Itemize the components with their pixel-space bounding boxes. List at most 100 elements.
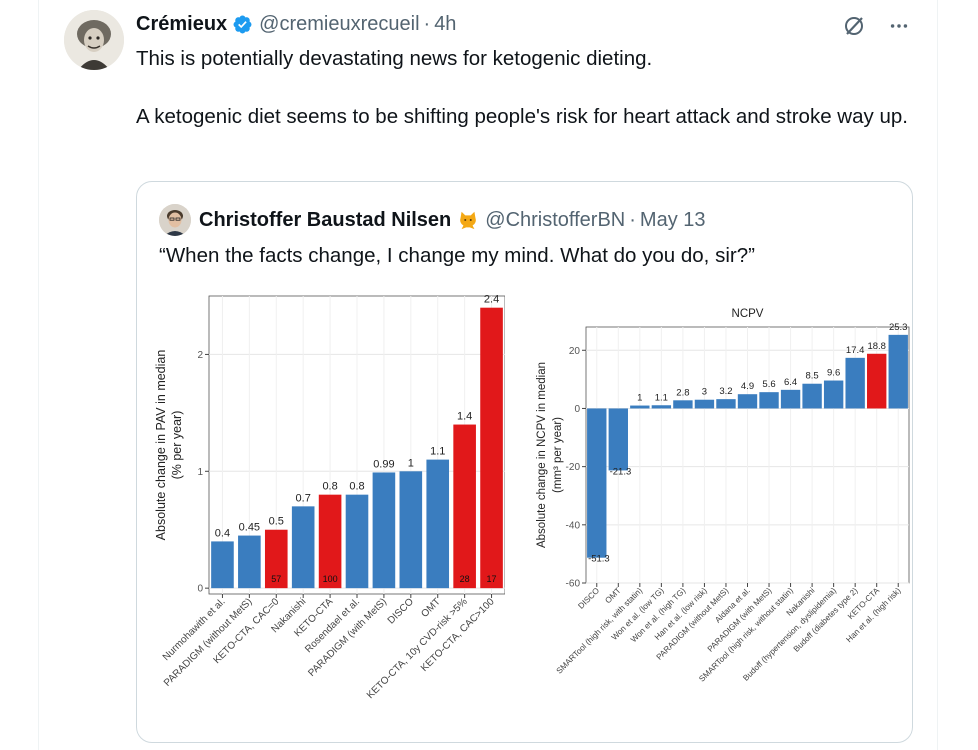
ncpv-value-label: 1.1 — [655, 392, 668, 403]
pav-bar-inner-label: 17 — [487, 574, 497, 584]
pav-bar-chart[interactable]: 0.4 0.45 0.5 57 0.7 0.8 100 0.8 0.99 1 1.1 1.4 28 2.4… — [139, 294, 505, 740]
quoted-tweet-header: Christoffer Baustad Nilsen @ChristofferB… — [159, 204, 706, 236]
ncpv-ytick-label: -40 — [566, 520, 581, 531]
ncpv-bar-nakanishi — [802, 383, 822, 409]
author-name[interactable]: Crémieux — [136, 12, 228, 35]
pav-value-label: 1.4 — [457, 411, 472, 423]
pav-y-axis: 0 1 2 — [197, 350, 209, 595]
ncpv-bar-chart[interactable]: NCPV -51.3 -21.3 1 1.1 2.8 3 3.2 4.9 5.6 6.4 8.5 9.… — [523, 294, 910, 740]
pav-bar-rosendael-et-al — [345, 494, 369, 589]
ncpv-bar-won-et-al-high-tg — [673, 400, 693, 409]
quoted-header-separator: · — [629, 208, 636, 231]
ncpv-bar-han-et-al-high-risk — [888, 334, 908, 409]
pav-bar-keto-cta-10y-cvd-risk-5 — [453, 424, 476, 589]
cat-emoji-icon — [457, 209, 479, 231]
ncpv-ytick-label: -20 — [566, 462, 581, 473]
pav-value-label: 0.45 — [239, 522, 260, 534]
pav-value-label: 1.1 — [430, 446, 445, 458]
pav-bar-paradigm-without-mets — [238, 535, 261, 589]
ncpv-value-label: 9.6 — [827, 368, 840, 379]
pav-value-label: 2.4 — [484, 294, 499, 306]
pav-bar-keto-cta — [318, 494, 342, 589]
quoted-author-avatar — [159, 204, 191, 236]
quoted-tweet-date: May 13 — [639, 208, 706, 231]
ncpv-ytick-label: 0 — [574, 404, 580, 415]
ncpv-value-label: 17.4 — [846, 345, 865, 356]
pav-y-axis-title: Absolute change in PAV in median (% per y… — [154, 350, 184, 541]
timeline-border-left — [38, 0, 39, 750]
pav-xtick-label: DISCO — [386, 596, 416, 626]
ncpv-bars: -51.3 -21.3 1 1.1 2.8 3 3.2 4.9 5.6 6.4 8.5 9.6 17.4… — [587, 322, 908, 565]
pav-bar-paradigm-with-mets — [372, 472, 396, 589]
ncpv-xtick-label: OMT — [603, 586, 622, 605]
pav-value-label: 0.7 — [296, 492, 311, 504]
pav-value-label: 0.8 — [322, 481, 337, 493]
pav-bar-keto-cta-cac-0 — [264, 529, 288, 589]
pav-value-label: 0.4 — [215, 527, 230, 539]
ncpv-bar-paradigm-without-mets — [716, 399, 736, 409]
ncpv-y-axis-title: Absolute change in NCPV in median (mm³ pe… — [536, 362, 564, 548]
pav-xtick-label: OMT — [419, 596, 442, 619]
ncpv-bar-budoff-diabetes-type-2 — [845, 357, 865, 409]
grok-icon[interactable] — [842, 14, 866, 43]
ncpv-bar-han-et-al-low-risk — [694, 399, 715, 409]
pav-bar-inner-label: 57 — [271, 574, 281, 584]
pav-value-label: 0.8 — [349, 481, 364, 493]
ncpv-title-text: NCPV — [732, 308, 764, 320]
ncpv-xtick-label: DISCO — [576, 586, 601, 611]
ncpv-bar-smartool-high-risk-with-statin — [630, 405, 650, 409]
ncpv-y-axis-title-line: (mm³ per year) — [552, 417, 564, 493]
ncpv-bar-won-et-al-low-tg — [651, 405, 672, 409]
ncpv-value-label: 1 — [637, 393, 642, 404]
pav-y-axis-title-line: Absolute change in PAV in median — [154, 350, 168, 541]
quoted-tweet-card[interactable]: Christoffer Baustad Nilsen @ChristofferB… — [136, 181, 913, 743]
ncpv-bar-aldana-et-al — [737, 394, 758, 409]
ncpv-value-label: 6.4 — [784, 377, 797, 388]
pav-ytick-label: 2 — [197, 350, 203, 361]
pav-bar-omt — [426, 459, 450, 589]
more-icon[interactable] — [888, 15, 910, 42]
pav-value-label: 0.5 — [269, 516, 284, 528]
ncpv-bar-omt — [608, 408, 628, 471]
pav-x-axis-labels: Nurmohawith et al.PARADIGM (without MetS… — [161, 594, 497, 701]
ncpv-bar-smartool-high-risk-without-statin — [780, 389, 801, 409]
ncpv-bar-disco — [587, 408, 607, 558]
quoted-author-name: Christoffer Baustad Nilsen — [199, 208, 452, 231]
ncpv-ytick-label: 20 — [569, 346, 581, 357]
quoted-author-handle: @ChristofferBN — [485, 208, 626, 231]
ncpv-value-label: -21.3 — [610, 466, 632, 477]
tweet-text: This is potentially devastating news for… — [136, 44, 916, 131]
timeline-border-right — [937, 0, 938, 750]
ncpv-value-label: 4.9 — [741, 381, 754, 392]
pav-bar-inner-label: 28 — [460, 574, 470, 584]
tweet-paragraph: A ketogenic diet seems to be shifting pe… — [136, 105, 908, 128]
ncpv-bar-keto-cta — [867, 353, 887, 409]
ncpv-value-label: 2.8 — [676, 387, 689, 398]
pav-bar-nakanishi — [291, 506, 315, 589]
ncpv-value-label: -51.3 — [588, 554, 610, 565]
ncpv-value-label: 18.8 — [867, 341, 886, 352]
ncpv-chart-title: NCPV — [732, 308, 764, 320]
ncpv-value-label: 3.2 — [719, 386, 732, 397]
pav-value-label: 1 — [408, 457, 414, 469]
header-separator: · — [423, 12, 431, 35]
author-avatar[interactable] — [64, 10, 124, 70]
ncpv-bar-paradigm-with-mets — [759, 392, 779, 409]
ncpv-xtick-label: SMARTool (high risk, with statin) — [555, 586, 645, 676]
pav-bar-inner-label: 100 — [323, 574, 338, 584]
pav-bars: 0.4 0.45 0.5 57 0.7 0.8 100 0.8 0.99 1 1.1 1.4 28 2.4… — [211, 294, 503, 589]
pav-y-axis-title-line: (% per year) — [170, 411, 184, 480]
author-handle[interactable]: @cremieuxrecueil — [259, 12, 420, 35]
pav-bar-nurmohawith-et-al — [211, 541, 234, 589]
quoted-tweet-text: “When the facts change, I change my mind… — [159, 244, 755, 267]
pav-ytick-label: 0 — [197, 584, 203, 595]
tweet-time[interactable]: 4h — [434, 12, 457, 35]
pav-bar-keto-cta-cac-100 — [480, 307, 503, 589]
ncpv-bar-budoff-hypertension-dyslipidemia — [823, 380, 844, 409]
pav-bar-disco — [399, 471, 423, 589]
verified-badge-icon[interactable] — [232, 14, 253, 35]
ncpv-value-label: 25.3 — [889, 322, 908, 333]
ncpv-ytick-label: -60 — [566, 579, 581, 590]
